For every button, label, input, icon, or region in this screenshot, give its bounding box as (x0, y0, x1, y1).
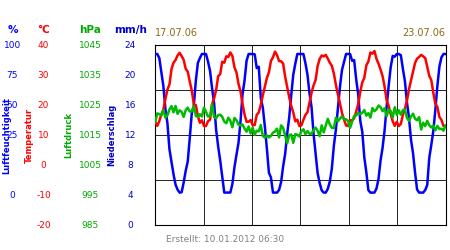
Text: 0: 0 (127, 220, 133, 230)
Text: 4: 4 (128, 190, 133, 200)
Text: 985: 985 (81, 220, 99, 230)
Text: 25: 25 (7, 130, 18, 140)
Text: 24: 24 (125, 40, 136, 50)
Text: Luftfeuchtigkeit: Luftfeuchtigkeit (2, 96, 11, 174)
Text: mm/h: mm/h (114, 25, 147, 35)
Text: 1025: 1025 (79, 100, 102, 110)
Text: 40: 40 (38, 40, 49, 50)
Text: 50: 50 (7, 100, 18, 110)
Text: 1005: 1005 (79, 160, 102, 170)
Text: °C: °C (37, 25, 50, 35)
Text: hPa: hPa (79, 25, 101, 35)
Text: 0: 0 (40, 160, 46, 170)
Text: 8: 8 (127, 160, 133, 170)
Text: Erstellt: 10.01.2012 06:30: Erstellt: 10.01.2012 06:30 (166, 235, 284, 244)
Text: Niederschlag: Niederschlag (107, 104, 116, 166)
Text: 75: 75 (7, 70, 18, 80)
Text: %: % (7, 25, 18, 35)
Text: -20: -20 (36, 220, 51, 230)
Text: 995: 995 (81, 190, 99, 200)
Text: 23.07.06: 23.07.06 (402, 28, 446, 38)
Text: Temperatur: Temperatur (25, 108, 34, 162)
Text: 1045: 1045 (79, 40, 102, 50)
Text: Luftdruck: Luftdruck (64, 112, 73, 158)
Text: 100: 100 (4, 40, 21, 50)
Text: 1035: 1035 (79, 70, 102, 80)
Text: 16: 16 (125, 100, 136, 110)
Text: 20: 20 (125, 70, 136, 80)
Text: 0: 0 (9, 190, 15, 200)
Text: 20: 20 (38, 100, 49, 110)
Text: 30: 30 (38, 70, 49, 80)
Text: 1015: 1015 (79, 130, 102, 140)
Text: -10: -10 (36, 190, 51, 200)
Text: 17.07.06: 17.07.06 (155, 28, 198, 38)
Text: 10: 10 (38, 130, 49, 140)
Text: 12: 12 (125, 130, 136, 140)
